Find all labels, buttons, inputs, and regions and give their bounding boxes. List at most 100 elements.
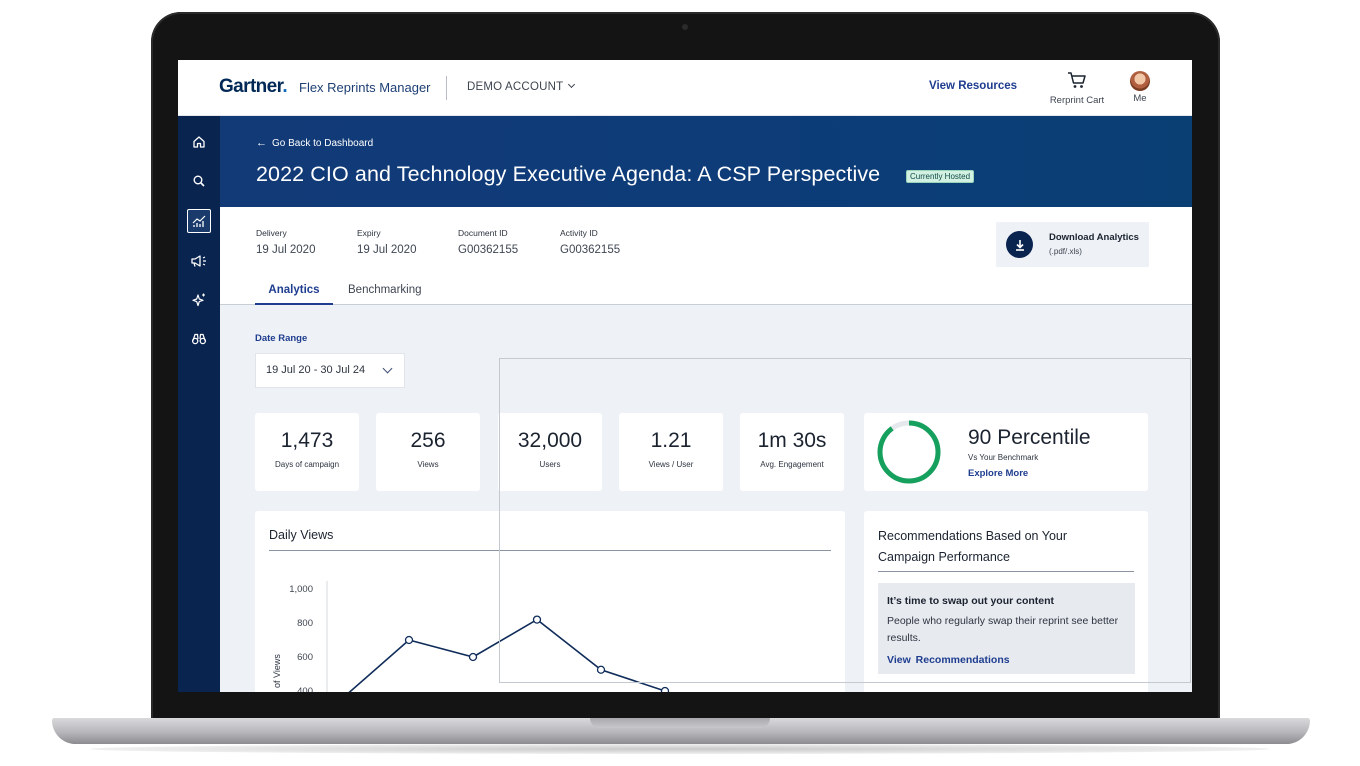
date-range-label: Date Range: [255, 333, 308, 344]
tab-benchmarking[interactable]: Benchmarking: [348, 284, 422, 296]
laptop-shadow: [90, 744, 1270, 754]
stat-value: 1,473: [280, 429, 334, 452]
stat-label: Views: [417, 460, 439, 469]
sidebar-item-home[interactable]: [187, 130, 211, 154]
top-divider: [446, 76, 447, 100]
y-tick-label: 400: [297, 686, 313, 692]
me-label: Me: [1133, 93, 1147, 104]
sidebar-item-analytics[interactable]: [187, 209, 211, 233]
chart-title: Daily Views: [269, 528, 334, 542]
stat-label: Views / User: [648, 460, 694, 469]
data-point[interactable]: [404, 635, 414, 645]
gartner-logo[interactable]: Gartner.: [219, 76, 288, 97]
stat-value: 1.21: [650, 429, 692, 452]
back-link-label: Go Back to Dashboard: [272, 138, 374, 149]
stat-card-users: 32,000 Users: [498, 413, 602, 491]
meta-value: 19 Jul 2020: [357, 244, 417, 256]
meta-label: Expiry: [357, 228, 381, 238]
download-title: Download Analytics: [1049, 232, 1139, 243]
account-dropdown[interactable]: DEMO ACCOUNT: [467, 80, 576, 93]
binoculars-icon: [191, 333, 207, 345]
app-screen: Gartner. Flex Reprints Manager DEMO ACCO…: [178, 60, 1192, 692]
reprint-cart-button[interactable]: Rerprint Cart: [1044, 71, 1110, 106]
home-icon: [193, 136, 205, 148]
y-axis-label: of Views: [272, 654, 282, 688]
data-point[interactable]: [660, 686, 670, 693]
stat-card-days: 1,473 Days of campaign: [255, 413, 359, 491]
stat-card-views: 256 Views: [376, 413, 480, 491]
divider: [269, 550, 831, 551]
benchmark-card: 90 Percentile Vs Your Benchmark Explore …: [864, 413, 1148, 491]
laptop-base-notch: [590, 718, 770, 728]
stat-value: 1m 30s: [757, 429, 827, 452]
recommendation-body: People who regularly swap their reprint …: [887, 615, 1119, 644]
recommendations-title: Recommendations Based on Your Campaign P…: [878, 529, 1068, 564]
cart-icon: [1068, 72, 1086, 88]
daily-views-card: Daily Views of Views 1,000 800 600 400: [255, 511, 845, 692]
cart-label: Rerprint Cart: [1049, 95, 1105, 106]
meta-label: Activity ID: [560, 228, 598, 238]
megaphone-icon: [191, 255, 206, 267]
stat-card-views-per-user: 1.21 Views / User: [619, 413, 723, 491]
y-tick-label: 800: [297, 618, 313, 629]
meta-expiry: Expiry 19 Jul 2020: [357, 228, 416, 256]
recommendations-card: Recommendations Based on Your Campaign P…: [864, 511, 1148, 692]
stat-label: Avg. Engagement: [760, 460, 824, 469]
chevron-down-icon: [382, 363, 393, 374]
sidebar-item-search[interactable]: [187, 169, 211, 193]
search-icon: [193, 175, 205, 187]
stat-label: Users: [539, 460, 561, 469]
meta-label: Delivery: [256, 228, 287, 238]
account-name: DEMO ACCOUNT: [467, 81, 564, 93]
view-resources-link[interactable]: View Resources: [929, 80, 1018, 92]
meta-value: G00362155: [560, 244, 621, 256]
explore-more-link[interactable]: Explore More: [968, 468, 1029, 479]
document-info-bar: Delivery 19 Jul 2020 Expiry 19 Jul 2020 …: [220, 207, 1192, 305]
recommendation-heading: It’s time to swap out your content: [887, 595, 1055, 607]
laptop-camera: [682, 24, 688, 30]
percentile-ring: [877, 420, 941, 484]
y-tick-label: 600: [297, 652, 313, 663]
sparkle-icon: [192, 293, 205, 307]
chevron-down-icon: [568, 80, 576, 89]
date-range-select[interactable]: 19 Jul 20 - 30 Jul 24: [255, 353, 405, 388]
profile-menu[interactable]: Me: [1128, 71, 1152, 104]
view-recommendations-link[interactable]: View Recommendations: [887, 654, 1010, 666]
sidebar-item-campaigns[interactable]: [187, 249, 211, 273]
stat-value: 256: [410, 429, 446, 452]
y-tick-label: 1,000: [289, 584, 313, 595]
stat-card-engagement: 1m 30s Avg. Engagement: [740, 413, 844, 491]
meta-label: Document ID: [458, 228, 508, 238]
date-range-value: 19 Jul 20 - 30 Jul 24: [266, 364, 366, 376]
download-subtitle: (.pdf/.xls): [1049, 247, 1082, 256]
avatar: [1130, 71, 1150, 91]
back-to-dashboard-link[interactable]: ← Go Back to Dashboard: [256, 137, 373, 149]
ring-progress: [877, 420, 941, 484]
top-bar: Gartner. Flex Reprints Manager DEMO ACCO…: [178, 60, 1192, 116]
download-icon: [1006, 231, 1033, 258]
divider: [878, 571, 1134, 572]
meta-activity-id: Activity ID G00362155: [560, 228, 620, 256]
meta-value: 19 Jul 2020: [256, 244, 316, 256]
download-analytics-button[interactable]: Download Analytics (.pdf/.xls): [996, 222, 1149, 267]
stat-label: Days of campaign: [274, 460, 340, 469]
sidebar: [178, 116, 220, 692]
meta-value: G00362155: [458, 244, 519, 256]
benchmark-caption: Vs Your Benchmark: [968, 453, 1039, 462]
analytics-chart-icon: [192, 215, 206, 227]
sidebar-item-explore[interactable]: [187, 327, 211, 351]
series-line: [348, 618, 666, 692]
data-point[interactable]: [532, 615, 542, 624]
sidebar-item-insights[interactable]: [187, 288, 211, 312]
status-badge: Currently Hosted: [906, 170, 975, 183]
stat-value: 32,000: [517, 429, 583, 452]
daily-views-chart: of Views 1,000 800 600 400: [272, 581, 670, 693]
percentile-value: 90 Percentile: [968, 426, 1091, 449]
document-header: ← Go Back to Dashboard 2022 CIO and Techn…: [220, 116, 1192, 207]
meta-document-id: Document ID G00362155: [458, 228, 518, 256]
data-point[interactable]: [468, 652, 478, 662]
meta-delivery: Delivery 19 Jul 2020: [256, 228, 315, 256]
data-point[interactable]: [596, 665, 606, 674]
tab-analytics[interactable]: Analytics: [255, 284, 333, 305]
app-name: Flex Reprints Manager: [299, 80, 431, 95]
